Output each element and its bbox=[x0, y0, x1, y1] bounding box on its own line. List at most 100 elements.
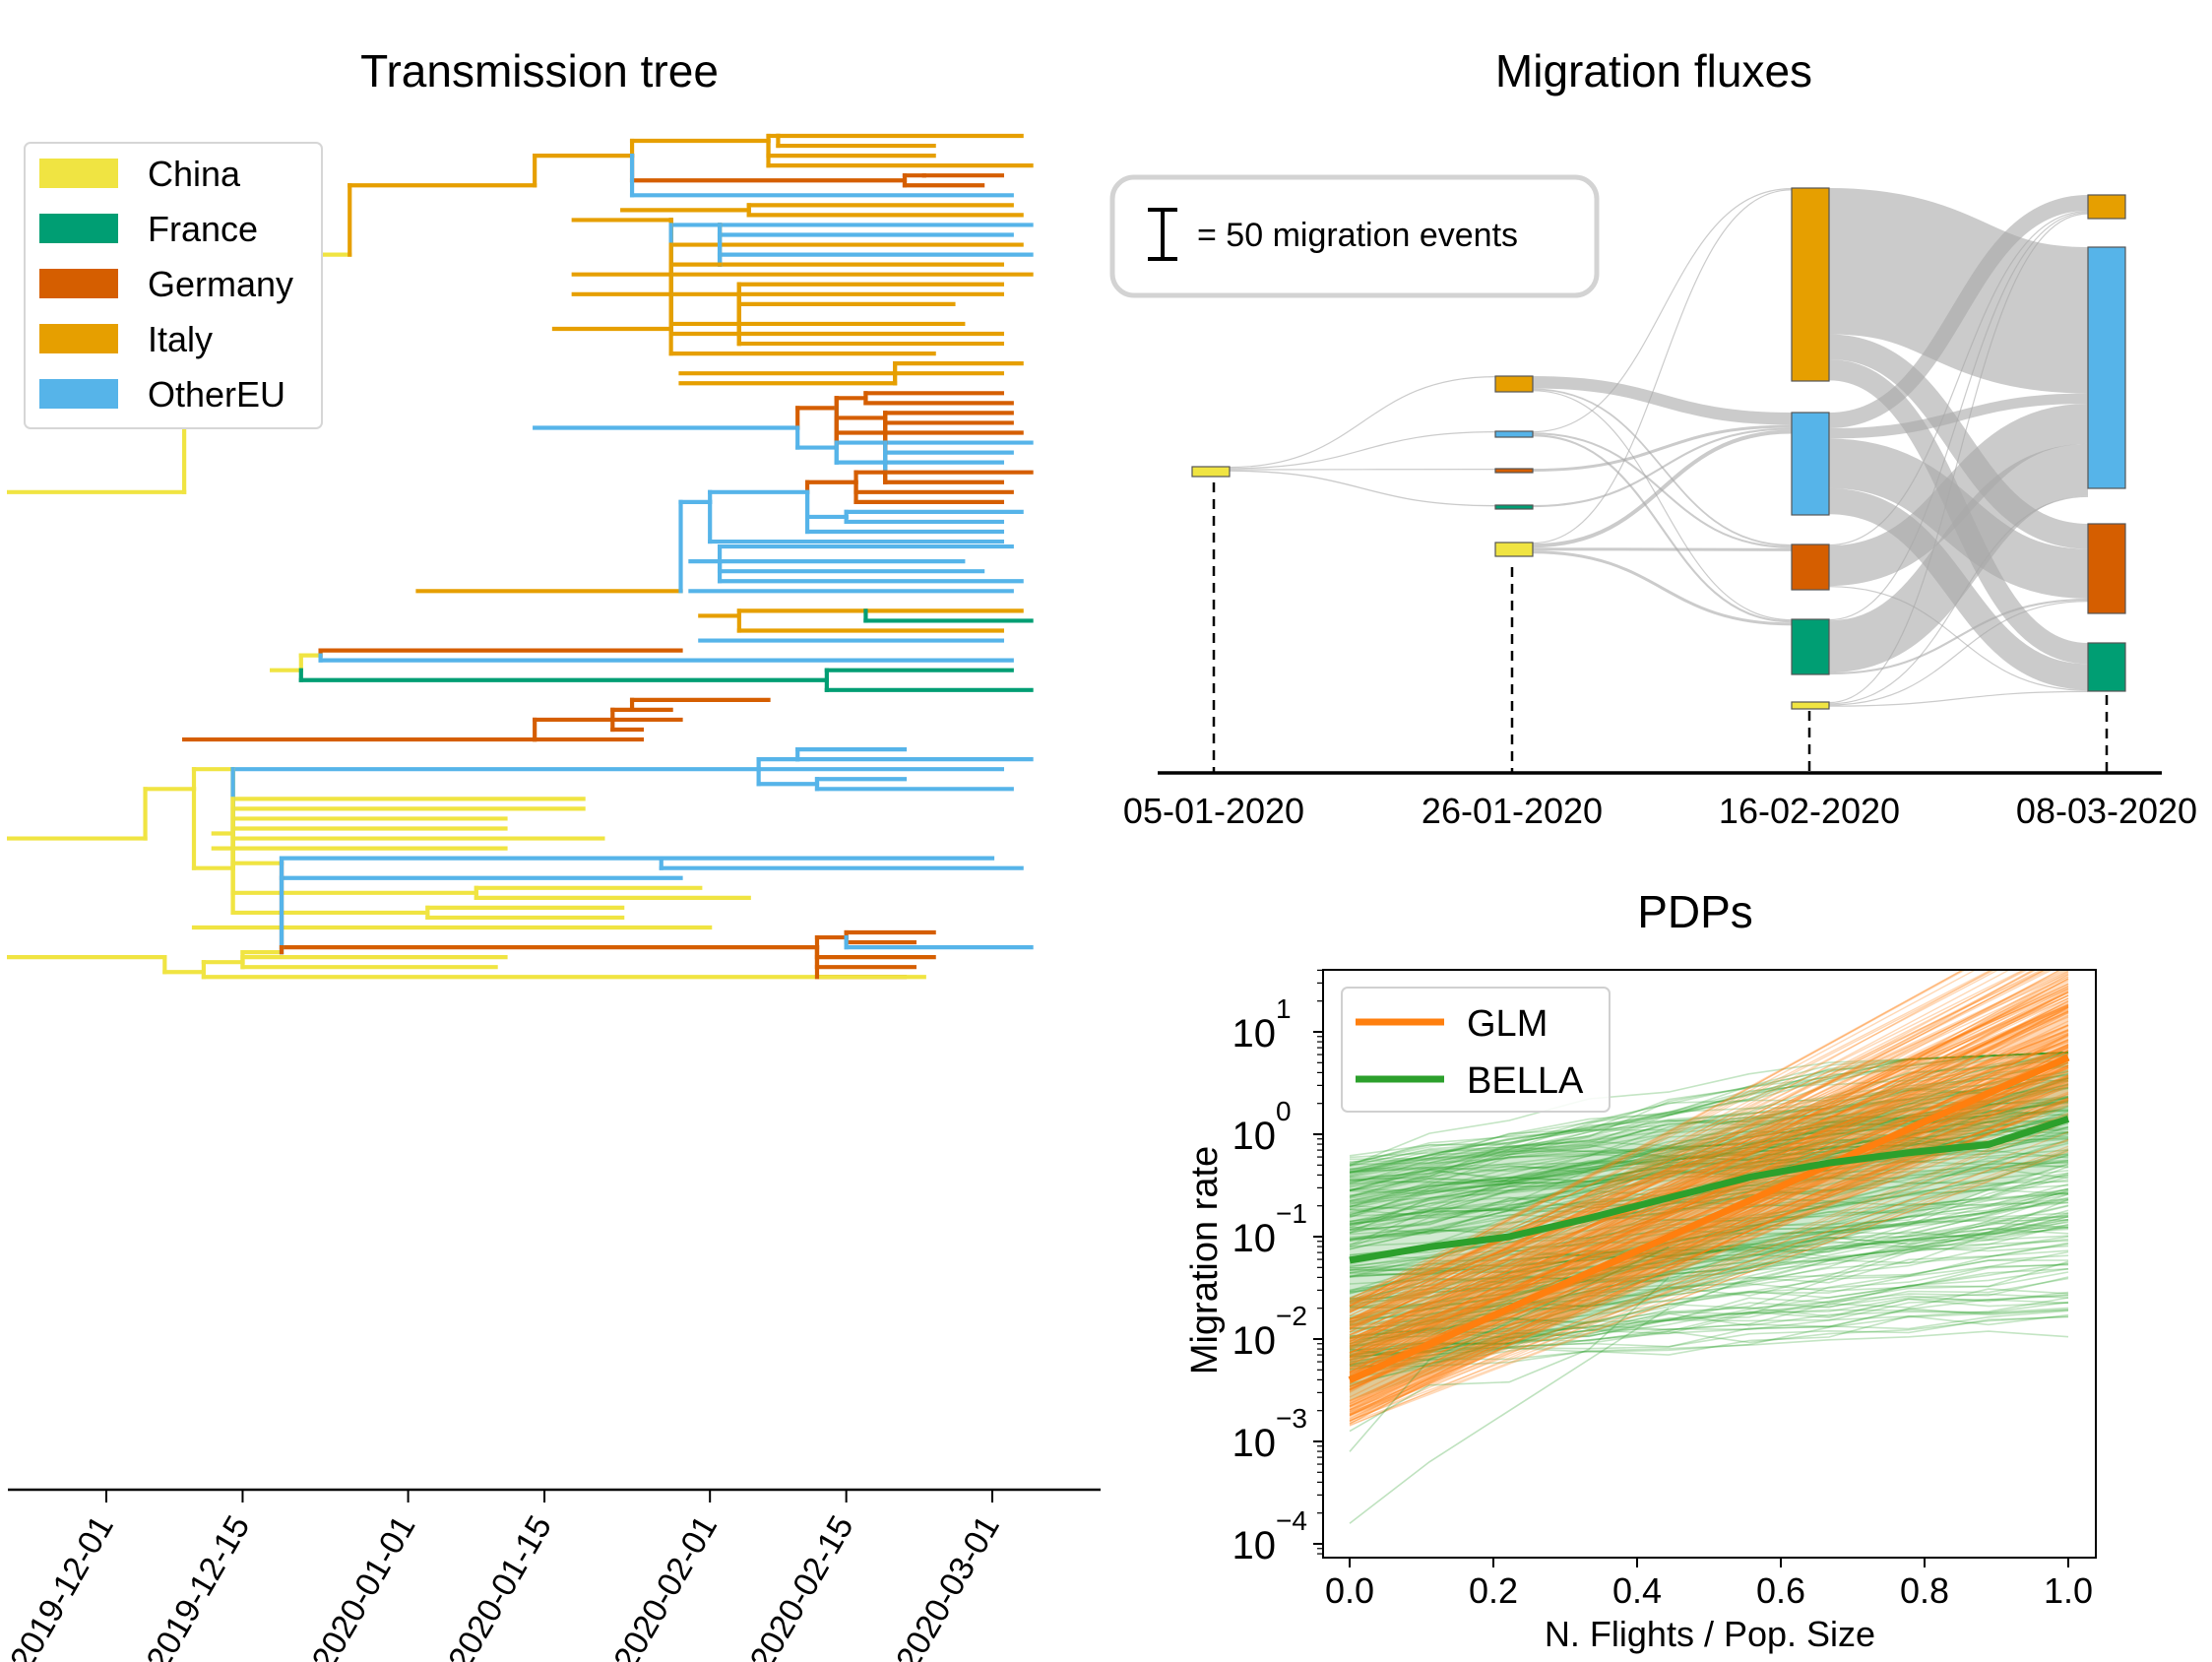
bella-sample-line bbox=[1349, 1188, 2069, 1339]
bella-sample-line bbox=[1349, 1205, 2069, 1349]
bella-sample-line bbox=[1349, 1214, 2069, 1300]
bella-sample-line bbox=[1349, 1052, 2069, 1167]
bella-sample-line bbox=[1349, 1138, 2069, 1225]
sankey-flow bbox=[1532, 434, 1793, 623]
bella-sample-line bbox=[1349, 1131, 2069, 1183]
glm-sample-line bbox=[1349, 988, 2069, 1300]
glm-sample-line bbox=[1349, 1032, 2069, 1324]
bella-sample-line bbox=[1349, 1198, 2069, 1303]
bella-sample-line bbox=[1349, 1260, 2069, 1371]
sankey-time-label: 05-01-2020 bbox=[1123, 791, 1304, 831]
sankey-node-italy bbox=[2087, 194, 2126, 220]
bella-sample-line bbox=[1349, 1052, 2069, 1175]
sankey-flow bbox=[1532, 188, 1793, 433]
bella-sample-line bbox=[1349, 1054, 2069, 1188]
glm-sample-line bbox=[1349, 1061, 2069, 1412]
bella-sample-line bbox=[1349, 1228, 2069, 1293]
pdp-y-tick-exp: 0 bbox=[1276, 1096, 1292, 1126]
bella-sample-line bbox=[1349, 1097, 2069, 1248]
glm-sample-line bbox=[1349, 970, 2035, 1346]
bella-sample-line bbox=[1349, 1221, 2069, 1278]
bella-sample-line bbox=[1349, 1149, 2069, 1305]
legend-swatch-othereu bbox=[39, 379, 118, 409]
legend-label-china: China bbox=[148, 154, 241, 194]
pdp-y-label: Migration rate bbox=[1184, 1146, 1226, 1374]
glm-sample-line bbox=[1349, 1029, 2069, 1311]
legend-label-bella: BELLA bbox=[1467, 1060, 1584, 1102]
sankey-flow bbox=[1229, 470, 1496, 507]
bella-sample-line bbox=[1349, 1262, 2069, 1361]
bella-sample-line bbox=[1349, 1117, 2069, 1241]
glm-sample-line bbox=[1349, 1024, 2069, 1304]
bella-sample-line bbox=[1349, 1267, 2069, 1387]
bella-sample-line bbox=[1349, 1174, 2069, 1329]
glm-sample-line bbox=[1349, 976, 2069, 1313]
pdp-y-tick-exp: −1 bbox=[1276, 1198, 1307, 1229]
bella-sample-line bbox=[1349, 1313, 2069, 1377]
bella-sample-line bbox=[1349, 1224, 2069, 1317]
bella-sample-line bbox=[1349, 1167, 2069, 1241]
sankey-flow bbox=[1828, 586, 2089, 691]
pdp-x-tick-label: 0.0 bbox=[1325, 1570, 1374, 1611]
glm-sample-line bbox=[1349, 1034, 2069, 1422]
glm-sample-line bbox=[1349, 1149, 2069, 1426]
bella-sample-line bbox=[1349, 1054, 2069, 1184]
glm-sample-line bbox=[1349, 1064, 2069, 1408]
glm-sample-line bbox=[1349, 970, 2044, 1313]
pdp-y-tick-exp: −4 bbox=[1276, 1505, 1307, 1536]
pdp-axes: 0.0 0.2 0.4 0.6 0.8 1.0 N. Flights / Pop. Size… bbox=[1184, 969, 2097, 1654]
bella-sample-line bbox=[1349, 1165, 2069, 1292]
bella-sample-line bbox=[1349, 1142, 2069, 1319]
sankey-node-france bbox=[1791, 618, 1830, 675]
bella-sample-line bbox=[1349, 1140, 2069, 1197]
sankey-flow bbox=[1828, 213, 2089, 704]
glm-sample-line bbox=[1349, 976, 2069, 1367]
sankey-flow bbox=[1828, 495, 2089, 705]
pdp-y-tick-base: 10 bbox=[1232, 1217, 1277, 1260]
glm-sample-line bbox=[1349, 1082, 2069, 1417]
bella-sample-line bbox=[1349, 1159, 2069, 1236]
bella-sample-line bbox=[1349, 1189, 2069, 1345]
glm-sample-line bbox=[1349, 1085, 2069, 1415]
glm-sample-line bbox=[1349, 1006, 2069, 1383]
glm-sample-line bbox=[1349, 1075, 2069, 1411]
bella-sample-line bbox=[1349, 1101, 2069, 1174]
sankey-flow bbox=[1828, 195, 2089, 428]
bella-sample-line bbox=[1349, 1227, 2069, 1362]
bella-sample-line bbox=[1349, 1052, 2069, 1198]
glm-sample-line bbox=[1349, 1131, 2069, 1411]
glm-sample-line bbox=[1349, 1035, 2069, 1362]
bella-sample-line bbox=[1349, 1204, 2069, 1385]
glm-sample-line bbox=[1349, 1028, 2069, 1327]
bella-sample-line bbox=[1349, 1065, 2069, 1174]
sankey-node-germany bbox=[1494, 468, 1534, 474]
glm-sample-line bbox=[1349, 1020, 2069, 1371]
bella-sample-line bbox=[1349, 1307, 2069, 1347]
bella-sample-line bbox=[1349, 1263, 2069, 1334]
tree-legend: China France Germany Italy OtherEU bbox=[24, 142, 323, 429]
bella-sample-line bbox=[1349, 1172, 2069, 1240]
glm-sample-line bbox=[1349, 973, 2069, 1304]
bella-sample-line bbox=[1349, 1271, 2069, 1366]
bella-sample-line bbox=[1349, 1137, 2069, 1161]
sankey-flow bbox=[1828, 334, 2089, 549]
bella-sample-line bbox=[1349, 1110, 2069, 1231]
bella-sample-line bbox=[1349, 1069, 2069, 1166]
sankey-flow bbox=[1229, 431, 1496, 470]
glm-sample-line bbox=[1349, 1076, 2069, 1408]
bella-sample-line bbox=[1349, 1216, 2069, 1259]
bella-sample-line bbox=[1349, 1120, 2069, 1268]
glm-sample-line bbox=[1349, 1039, 2069, 1309]
bella-sample-line bbox=[1349, 1227, 2069, 1366]
sankey-node-china bbox=[1191, 466, 1231, 478]
sankey-flow bbox=[1532, 424, 1793, 472]
bella-sample-line bbox=[1349, 1116, 2069, 1217]
glm-sample-line bbox=[1349, 970, 2069, 1310]
sankey-node-china bbox=[1791, 701, 1830, 710]
glm-sample-line bbox=[1349, 987, 2069, 1308]
glm-mean-line bbox=[1348, 1054, 2070, 1383]
bella-sample-line bbox=[1349, 1163, 2069, 1301]
bella-sample-line bbox=[1349, 1246, 1670, 1452]
glm-sample-line bbox=[1349, 1112, 2069, 1388]
sankey-flow bbox=[1828, 212, 2089, 621]
